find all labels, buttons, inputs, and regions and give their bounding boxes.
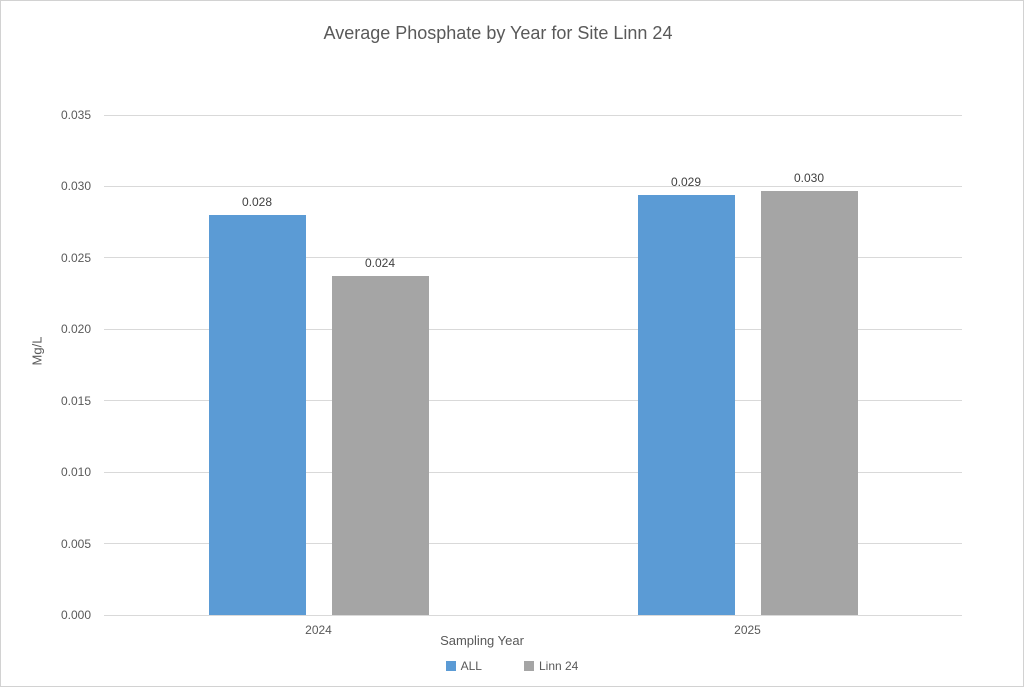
gridline <box>104 114 962 116</box>
x-axis-tick-label: 2024 <box>305 623 332 637</box>
chart-legend: ALL Linn 24 <box>1 659 1023 673</box>
legend-item-all: ALL <box>445 659 482 673</box>
data-label: 0.024 <box>364 256 396 271</box>
gridline <box>104 328 962 330</box>
x-axis-tick-label: 2025 <box>734 623 761 637</box>
y-axis-tick-label: 0.015 <box>60 393 91 408</box>
gridline <box>104 471 962 473</box>
y-axis-title: Mg/L <box>29 336 45 366</box>
x-axis-line <box>104 614 962 616</box>
y-axis-tick-label: 0.025 <box>60 250 91 265</box>
bar-linn-24-2025 <box>760 190 858 615</box>
gridline <box>104 185 962 187</box>
gridline <box>104 543 962 545</box>
y-axis-tick-label: 0.030 <box>60 179 91 194</box>
legend-swatch-icon <box>445 661 456 671</box>
y-axis-tick-label: 0.035 <box>60 108 91 122</box>
y-axis-tick-label: 0.010 <box>60 465 91 480</box>
gridline <box>104 400 962 402</box>
data-label: 0.029 <box>670 175 702 189</box>
bar-all-2024 <box>208 215 306 615</box>
legend-swatch-icon <box>523 661 534 671</box>
chart-title: Average Phosphate by Year for Site Linn … <box>323 23 673 43</box>
legend-label: ALL <box>460 659 482 673</box>
y-axis-tick-label: 0.020 <box>60 322 91 337</box>
y-axis-tick-label: 0.005 <box>60 536 91 551</box>
x-axis-title: Sampling Year <box>440 633 524 648</box>
legend-label: Linn 24 <box>538 659 579 673</box>
data-label: 0.030 <box>793 170 825 185</box>
legend-item-linn-24: Linn 24 <box>523 659 579 673</box>
y-axis-tick-label: 0.000 <box>60 608 91 622</box>
gridline <box>104 257 962 259</box>
data-label: 0.028 <box>241 195 273 209</box>
bar-linn-24-2024 <box>331 276 429 615</box>
bar-all-2025 <box>637 195 735 615</box>
